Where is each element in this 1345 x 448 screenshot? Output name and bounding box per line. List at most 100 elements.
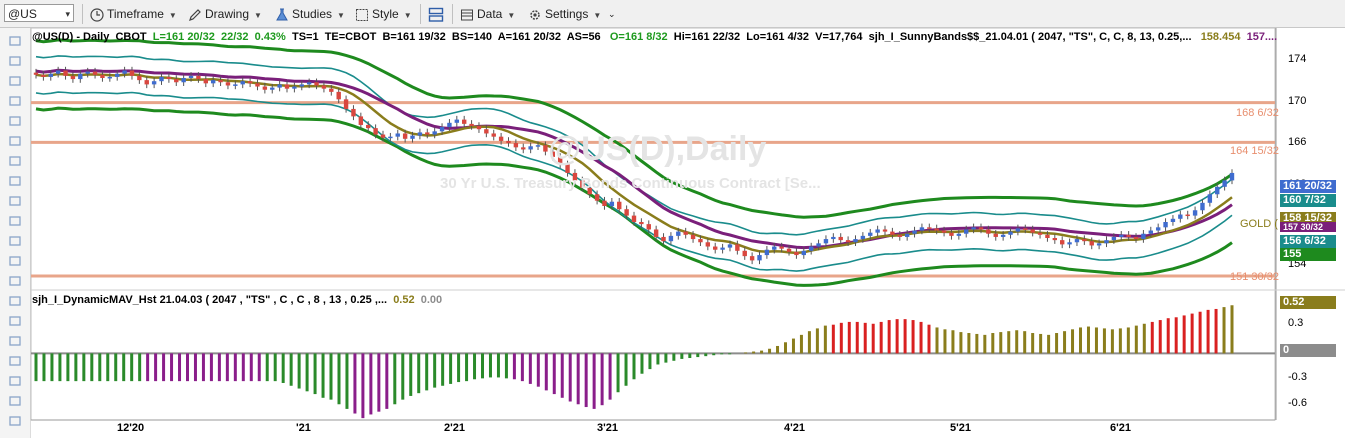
pen-icon[interactable] [7, 94, 23, 108]
indicator-value2: 0.00 [420, 294, 443, 306]
candle-body [255, 83, 260, 87]
candle-body [683, 231, 688, 235]
candle-body [1178, 214, 1183, 219]
shape-icon[interactable] [7, 174, 23, 188]
list-icon[interactable] [7, 274, 23, 288]
candle-body [565, 164, 570, 173]
align-icon[interactable] [7, 294, 23, 308]
price-tick: 170 [1288, 95, 1307, 107]
price-tag-gold: 158 15/32 [1280, 212, 1336, 225]
candle-body [351, 108, 356, 117]
candle-body [196, 75, 201, 80]
candle-body [447, 122, 452, 128]
candle-body [594, 194, 600, 201]
header-study-value2: 157.... [1246, 31, 1278, 43]
candle-body [1155, 227, 1161, 231]
header-symbol: @US(D) - Daily [32, 31, 110, 43]
zoom-icon[interactable] [7, 314, 23, 328]
indicator-tick: 0.3 [1288, 317, 1304, 329]
trash-icon[interactable] [7, 414, 23, 428]
chevron-down-icon: ▼ [254, 11, 262, 20]
candle-body [299, 84, 304, 87]
price-tag-purple: 157 30/32 [1280, 222, 1336, 232]
header-change-pct: 0.43% [254, 31, 286, 43]
candle-body [33, 72, 39, 75]
layout-button[interactable] [428, 4, 447, 24]
candle-body [1163, 222, 1168, 228]
symbol-input[interactable]: @US ▾ [4, 4, 74, 22]
header-ask: A=161 20/32 [497, 31, 562, 43]
cut-icon[interactable] [7, 254, 23, 268]
text-icon[interactable] [7, 154, 23, 168]
arrow-icon[interactable] [7, 114, 23, 128]
grid-icon[interactable] [7, 214, 23, 228]
x-axis-label: 12'20 [117, 422, 145, 434]
candle-body [233, 84, 238, 86]
indicator-tag-value: 0.52 [1280, 296, 1336, 309]
line-icon[interactable] [7, 74, 23, 88]
candle-body [882, 229, 888, 232]
bars-icon[interactable] [7, 234, 23, 248]
ruler-icon[interactable] [7, 194, 23, 208]
symbol-dropdown-icon[interactable]: ▾ [65, 9, 70, 19]
chart-area[interactable] [0, 28, 1345, 448]
candle-body [270, 87, 275, 90]
cursor-icon[interactable] [7, 34, 23, 48]
candle-body [1185, 214, 1190, 217]
candle-body [727, 244, 733, 248]
toolbar-overflow-icon[interactable]: ⌄ [608, 9, 616, 19]
toolbar-separator [420, 4, 421, 24]
magnet-icon[interactable] [7, 354, 23, 368]
crosshair-icon[interactable] [7, 54, 23, 68]
candle-body [85, 71, 90, 74]
data-button[interactable]: Data ▼ [460, 4, 515, 24]
candle-body [284, 84, 290, 89]
candle-body [927, 227, 932, 229]
candle-body [1192, 210, 1198, 216]
candle-body [115, 73, 120, 77]
indicator-header: sjh_I_DynamicMAV_Hst 21.04.03 ( 2047 , "… [32, 293, 442, 307]
candle-body [358, 116, 364, 125]
candle-body [240, 81, 245, 85]
candle-body [1015, 228, 1021, 232]
header-change: 22/32 [220, 31, 249, 43]
undo-icon[interactable] [7, 374, 23, 388]
candle-body [875, 229, 880, 233]
candle-body [491, 133, 496, 137]
header-open: O=161 8/32 [609, 31, 668, 43]
candle-body [432, 131, 437, 135]
style-button[interactable]: Style ▼ [355, 4, 412, 24]
candle-body [92, 71, 98, 75]
candle-body [831, 236, 836, 240]
candle-body [1023, 228, 1028, 230]
candle-body [417, 132, 423, 136]
candle-body [321, 85, 327, 89]
drawing-button[interactable]: Drawing ▼ [188, 4, 262, 24]
candle-body [203, 79, 209, 84]
studies-button[interactable]: Studies ▼ [275, 4, 345, 24]
candle-body [1207, 194, 1213, 203]
candle-body [646, 224, 651, 230]
toolbar: @US ▾ Timeframe ▼ Drawing ▼ Studies ▼ Style ▼… [0, 0, 1345, 28]
price-tag-lower-band: 156 6/32 [1280, 235, 1336, 248]
candle-body [1126, 234, 1131, 237]
settings-button[interactable]: Settings ▼ [528, 4, 601, 24]
candle-body [609, 201, 615, 206]
clock-icon [90, 8, 104, 22]
candle-body [174, 79, 179, 83]
x-axis-label: '21 [296, 422, 311, 434]
lock-icon[interactable] [7, 334, 23, 348]
candle-body [100, 74, 105, 78]
candle-body [801, 250, 807, 256]
candle-body [48, 73, 53, 77]
candle-body [521, 147, 526, 150]
redo-icon[interactable] [7, 394, 23, 408]
candle-body [823, 239, 829, 244]
fib-icon[interactable] [7, 134, 23, 148]
chevron-down-icon: ▼ [403, 11, 412, 20]
candle-body [247, 81, 253, 84]
header-study-value1: 158.454 [1200, 31, 1241, 43]
header-as: AS=56 [566, 31, 601, 43]
layout-icon [428, 7, 444, 22]
timeframe-button[interactable]: Timeframe ▼ [90, 4, 177, 24]
